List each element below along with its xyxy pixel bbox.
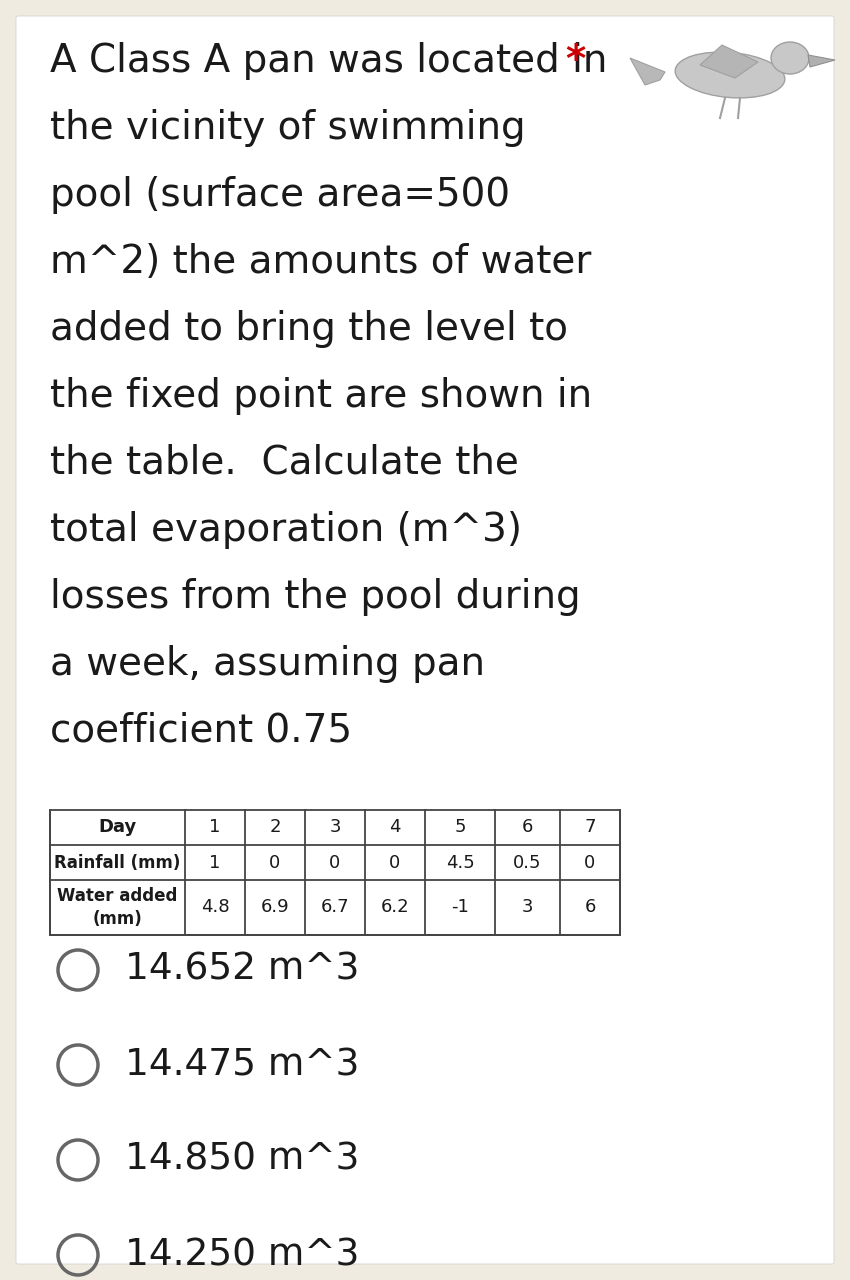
Text: 1: 1 — [209, 818, 221, 837]
Text: the vicinity of swimming: the vicinity of swimming — [50, 109, 525, 147]
Text: 6: 6 — [584, 899, 596, 916]
Text: 0.5: 0.5 — [513, 854, 541, 872]
Text: -1: -1 — [451, 899, 469, 916]
Text: added to bring the level to: added to bring the level to — [50, 310, 568, 348]
Text: 14.652 m^3: 14.652 m^3 — [125, 952, 360, 988]
Text: coefficient 0.75: coefficient 0.75 — [50, 712, 352, 750]
Text: Rainfall (mm): Rainfall (mm) — [54, 854, 181, 872]
Text: pool (surface area=500: pool (surface area=500 — [50, 175, 510, 214]
Text: A Class A pan was located in: A Class A pan was located in — [50, 42, 620, 79]
Text: Water added
(mm): Water added (mm) — [57, 887, 178, 928]
Text: 6.2: 6.2 — [381, 899, 410, 916]
Text: m^2) the amounts of water: m^2) the amounts of water — [50, 243, 592, 282]
Text: 5: 5 — [454, 818, 466, 837]
Text: 6: 6 — [522, 818, 533, 837]
Text: 0: 0 — [389, 854, 400, 872]
Polygon shape — [700, 45, 758, 78]
Text: 3: 3 — [522, 899, 533, 916]
Polygon shape — [808, 55, 835, 67]
Text: 14.475 m^3: 14.475 m^3 — [125, 1047, 360, 1083]
Text: 4.8: 4.8 — [201, 899, 230, 916]
FancyBboxPatch shape — [16, 15, 834, 1265]
Text: 0: 0 — [329, 854, 341, 872]
Text: 4.5: 4.5 — [445, 854, 474, 872]
Text: 14.850 m^3: 14.850 m^3 — [125, 1142, 360, 1178]
Text: 14.250 m^3: 14.250 m^3 — [125, 1236, 360, 1274]
Text: *: * — [565, 42, 586, 79]
Text: the fixed point are shown in: the fixed point are shown in — [50, 378, 592, 415]
Text: total evaporation (m^3): total evaporation (m^3) — [50, 511, 522, 549]
Ellipse shape — [675, 52, 785, 99]
Text: losses from the pool during: losses from the pool during — [50, 579, 581, 616]
Text: Day: Day — [99, 818, 137, 837]
Text: 7: 7 — [584, 818, 596, 837]
Ellipse shape — [771, 42, 809, 74]
Text: 6.9: 6.9 — [261, 899, 289, 916]
Text: the table.  Calculate the: the table. Calculate the — [50, 444, 518, 483]
Text: 6.7: 6.7 — [320, 899, 349, 916]
Polygon shape — [630, 58, 665, 84]
Text: a week, assuming pan: a week, assuming pan — [50, 645, 485, 684]
Text: 2: 2 — [269, 818, 280, 837]
Text: 0: 0 — [584, 854, 596, 872]
Text: 3: 3 — [329, 818, 341, 837]
Text: 0: 0 — [269, 854, 280, 872]
Bar — [50, 810, 620, 934]
Text: 4: 4 — [389, 818, 400, 837]
Text: 1: 1 — [209, 854, 221, 872]
